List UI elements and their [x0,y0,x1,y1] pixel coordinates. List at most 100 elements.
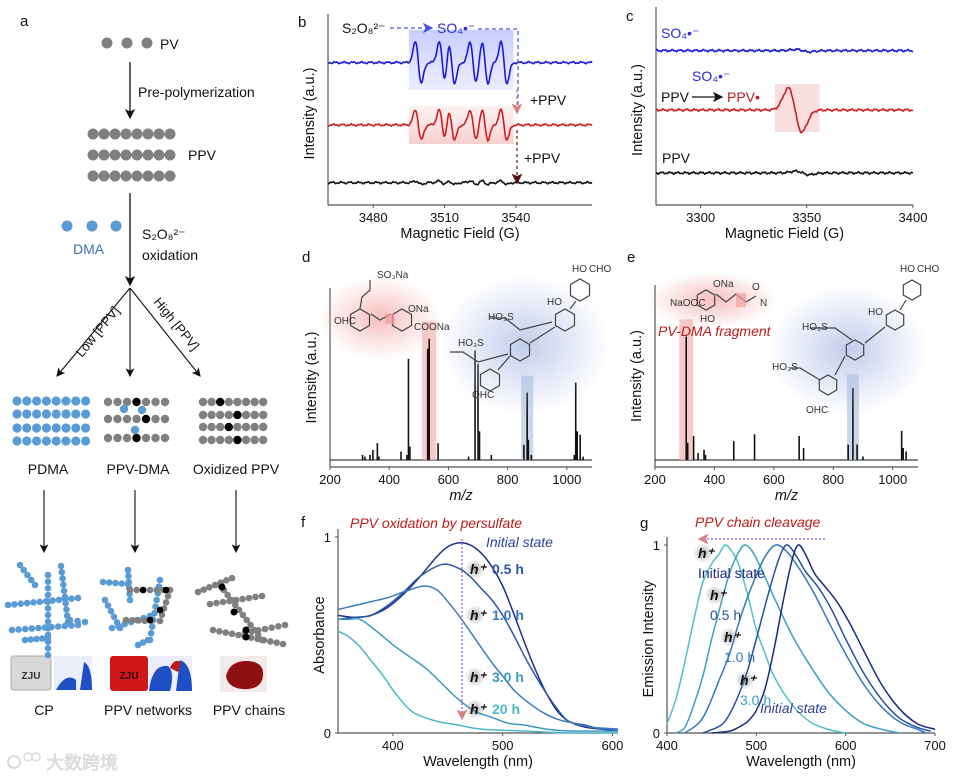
oxidized-ppv-dot [224,410,233,420]
oxidized-ppv-dot [259,422,268,432]
pdma-dot [12,436,22,446]
ppv-chain-dot [153,170,165,182]
cp-network-dot [68,595,75,602]
pdma-dot [81,423,91,433]
ppv-chain-dot [87,170,99,182]
ppv-dma-dot [122,397,132,407]
ppv-dma-dot [151,414,160,424]
fragment-label: PV-DMA fragment [658,323,772,339]
benzene-ring [554,308,576,332]
x-tick-label: 3510 [430,210,459,225]
chart-d: 200 400 600 800 1000 m/z Intensity (a.u.) SO₃Na… [304,264,611,504]
series-line-3 [702,544,931,734]
label-initial-state: Initial state [760,700,827,716]
network-dma-dot [134,641,142,649]
cp-network-dot [38,635,46,642]
hole-glow [465,667,485,687]
chem-label: N [760,298,767,309]
x-axis-label: Magnetic Field (G) [725,226,844,242]
hole-glow [705,585,725,605]
chart-g: 400 500 600 700 Wavelength (nm) Emission Inte… [641,514,946,770]
chain-ppv-dot [223,577,230,584]
ppv-chain-dot [164,170,176,182]
x-tick-label: 600 [835,738,857,753]
photo-cp-text: ZJU [22,671,41,682]
chain-ppv-dot [247,634,255,641]
y-tick-label: 1 [653,538,660,553]
ppv-chain-dot [164,128,176,140]
oxidized-ppv-dot [233,410,242,420]
oxidized-ppv-dot [224,435,233,445]
pdma-dot [51,423,61,433]
bond [450,351,509,363]
hole-symbol: h⁺ [470,669,488,685]
chain-ppv-dot [261,625,269,633]
pdma-dot [61,396,71,406]
cp-network-dot [60,581,67,588]
cp-network-dot [4,601,12,609]
cp-network-dot [20,566,28,574]
chain-ppv-dot [247,621,254,629]
benzene-ring [569,278,591,302]
hole-symbol: h⁺ [698,545,716,561]
benzene-ring [479,368,501,392]
y-axis-label: Intensity (a.u.) [630,64,646,156]
ppv-chain-dot [164,149,176,161]
pdma-dot [22,409,32,419]
chain-ppv-dot [243,616,251,624]
ppv-chain-dot [87,149,99,161]
fragment-glow-red [318,276,442,360]
chain-ppv-dot [245,594,253,602]
x-axis-label: Wavelength (nm) [423,754,533,770]
chain-ppv-dot [200,586,207,593]
ppv-dma-dot [132,433,141,443]
oxidized-ppv-dot [224,422,233,432]
oxidized-ppv-dot [207,410,216,420]
ppv-dma-blue-dot [119,404,129,414]
oxidized-ppv-dot [216,397,225,407]
network-dma-dot [153,596,160,604]
panel-label-e: e [627,249,635,266]
cp-network-dot [44,605,52,612]
chain-ppv-dot [206,584,213,591]
bond-highlight [736,293,746,307]
ppv-dma-dot [113,397,122,407]
ppv-dma-dot [141,433,151,443]
cp-network-dot [27,576,35,584]
hole-symbol: h⁺ [740,672,758,688]
cp-network-dot [44,591,52,599]
chain-ppv-dot [226,597,233,605]
hole-glow [719,627,739,647]
network-dma-dot [99,578,107,586]
product-pdma: PDMA [28,461,69,477]
chem-label: O [752,282,760,293]
chain-ppv-dot [206,600,214,608]
photo-networks-text: ZJU [120,671,139,682]
hole-glow [735,670,755,690]
photo-cp: ZJU [10,655,92,691]
pdma-dot [71,409,81,419]
x-tick-label: 1000 [878,472,907,487]
oxidized-ppv-dot [259,435,268,445]
chain-ppv-dot [222,629,230,636]
pdma-dot [12,396,22,406]
oxidized-ppv-dot [233,422,242,432]
chart-title: PPV oxidation by persulfate [350,515,522,531]
pdma-dot [61,409,71,419]
chain-ppv-dot [211,581,219,589]
annotation-persulfate: S₂O₈²⁻ [342,20,386,36]
label-sulfate-radical: SO₄•⁻ [661,25,699,41]
x-tick-label: 3300 [686,210,715,225]
cp-network-dot [74,594,82,602]
chain-ppv-dot [266,638,274,645]
series-line-2 [327,179,593,186]
chem-label: COONa [414,322,450,333]
y-tick-label: 0 [324,726,331,741]
label-time-3: 3.0 h [492,669,524,685]
chem-label: HO₃S [802,322,828,333]
network-dma-dot [108,624,116,632]
oxidized-ppv-dot [198,410,208,420]
label-ppv: PPV [662,150,691,166]
